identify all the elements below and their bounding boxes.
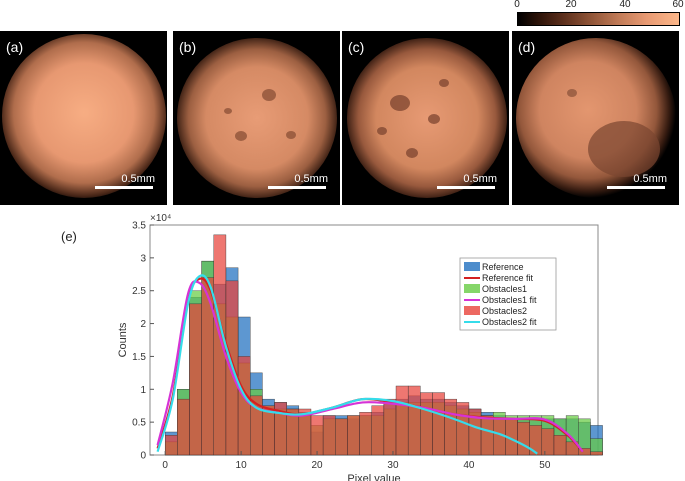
glow-image-b: [173, 31, 340, 205]
bar-obstacles2: [493, 418, 506, 456]
image-panel-d: (d) 0.5mm: [512, 31, 679, 205]
bar-obstacles2: [237, 356, 251, 456]
bar-obstacles2: [395, 385, 409, 456]
y-tick-label: 1.5: [132, 352, 146, 363]
bar-obstacles2: [407, 385, 421, 456]
bar-obstacles2: [383, 398, 397, 456]
bar-obstacles2: [420, 392, 433, 456]
colorbar-tick: 20: [565, 0, 577, 10]
bar-obstacles2: [322, 415, 336, 456]
fit-line-obstacles2-fit: [156, 274, 538, 455]
scale-label: 0.5mm: [121, 173, 155, 185]
scale-bar: [95, 186, 153, 189]
legend-label: Obstacles2 fit: [482, 317, 537, 327]
panel-label: (c): [348, 39, 365, 55]
scale-bar: [437, 186, 495, 189]
bar-obstacles2: [213, 234, 227, 456]
colorbar-tick: 40: [619, 0, 631, 10]
histogram-chart: 0 10 20 30 40 50 0 0.5 1 1.5 2 2.5 3 3.5 ×10⁴ Pixel v…: [117, 213, 603, 481]
glow-image-a: [0, 31, 167, 205]
colorbar-tick: 0: [514, 0, 520, 10]
bar-obstacles2: [432, 392, 445, 456]
bar-obstacles2: [590, 451, 603, 456]
scale-label: 0.5mm: [294, 173, 328, 185]
x-axis-label: Pixel value: [347, 473, 400, 481]
scale-bar: [607, 186, 665, 189]
bar-obstacles2: [359, 412, 372, 456]
x-tick-label: 10: [236, 460, 248, 471]
legend-label: Reference fit: [482, 273, 534, 283]
legend-swatch: [464, 306, 480, 315]
bar-obstacles2: [164, 435, 178, 456]
axes: 0 10 20 30 40 50 0 0.5 1 1.5 2 2.5 3 3.5: [132, 221, 551, 472]
x-tick-label: 40: [463, 460, 475, 471]
legend-swatch: [464, 262, 480, 271]
colorbar: [517, 12, 680, 26]
scale-bar: [268, 186, 326, 189]
y-tick-label: 0.5: [132, 418, 146, 429]
x-tick-label: 30: [387, 460, 399, 471]
y-tick-label: 2.5: [132, 286, 146, 297]
y-axis-label: Counts: [117, 322, 129, 357]
legend-label: Reference: [482, 262, 524, 272]
bar-obstacles2: [553, 435, 567, 456]
legend-label: Obstacles2: [482, 306, 527, 316]
y-tick-label: 1: [140, 385, 146, 396]
x-tick-label: 20: [311, 460, 323, 471]
y-tick-label: 2: [140, 319, 146, 330]
scale-label: 0.5mm: [463, 173, 497, 185]
y-tick-label: 0: [140, 451, 146, 462]
legend-label: Obstacles1: [482, 284, 527, 294]
bar-obstacles2: [541, 428, 555, 456]
scale-label: 0.5mm: [633, 173, 667, 185]
colorbar-tick: 60: [672, 0, 684, 10]
image-panel-b: (b) 0.5mm: [173, 31, 340, 205]
x-tick-label: 0: [162, 460, 168, 471]
bar-obstacles2: [371, 405, 385, 456]
panel-label: (a): [6, 39, 24, 55]
glow-image-c: [342, 31, 509, 205]
legend-swatch: [464, 284, 480, 293]
legend-label: Obstacles1 fit: [482, 295, 537, 305]
image-panel-c: (c) 0.5mm: [342, 31, 509, 205]
chart-panel-label: (e): [61, 229, 77, 244]
panel-label: (b): [179, 39, 197, 55]
bar-obstacles2: [177, 398, 190, 456]
bar-obstacles2: [310, 415, 324, 456]
bar-obstacles2: [335, 418, 348, 456]
x-tick-label: 50: [539, 460, 551, 471]
bar-obstacles2: [517, 421, 530, 456]
bar-obstacles2: [189, 303, 202, 456]
fit-curves: [156, 274, 584, 455]
panel-label: (d): [518, 39, 536, 55]
fit-line-obstacles1-fit: [156, 280, 584, 453]
y-tick-label: 3.5: [132, 221, 146, 232]
bar-obstacles2: [444, 398, 457, 456]
bar-obstacles2: [347, 415, 360, 456]
y-tick-label: 3: [140, 253, 146, 264]
glow-image-d: [512, 31, 679, 205]
bar-obstacles2: [480, 415, 494, 456]
y-exponent-label: ×10⁴: [150, 213, 171, 224]
bar-obstacles2: [456, 402, 470, 456]
image-panel-a: (a) 0.5mm: [0, 31, 167, 205]
histogram-bars: [164, 234, 603, 456]
